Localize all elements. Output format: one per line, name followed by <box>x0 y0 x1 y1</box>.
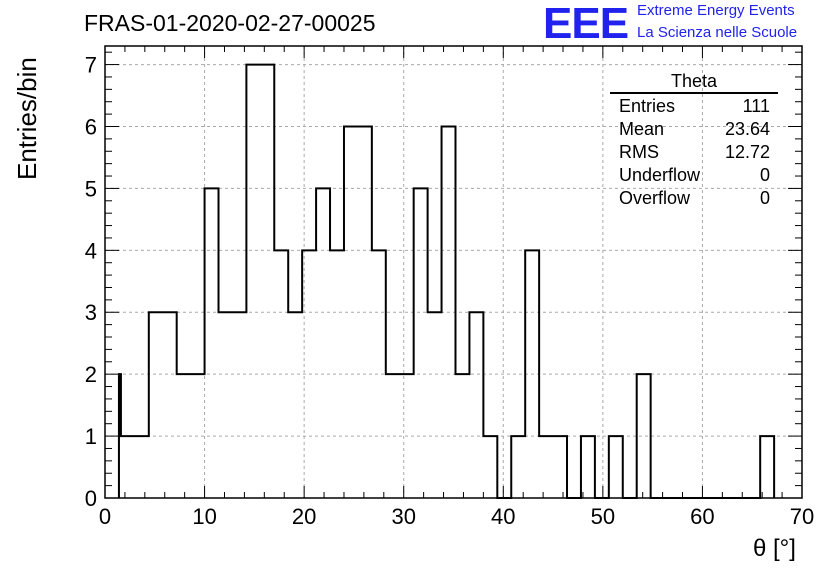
y-tick-label: 0 <box>85 486 97 511</box>
stats-label: Overflow <box>619 188 691 208</box>
stats-label: Entries <box>619 96 676 116</box>
stats-label: RMS <box>619 142 659 162</box>
y-tick-label: 4 <box>85 238 97 263</box>
stats-row-entries: Entries 111 <box>610 95 778 118</box>
stats-row-rms: RMS 12.72 <box>610 141 778 164</box>
stats-title: Theta <box>610 70 778 94</box>
y-tick-label: 7 <box>85 53 97 78</box>
x-axis-label: θ [°] <box>753 535 796 562</box>
x-tick-label: 10 <box>192 504 216 529</box>
stats-row-overflow: Overflow 0 <box>610 187 778 210</box>
x-tick-label: 60 <box>690 504 714 529</box>
stats-value: 12.72 <box>724 142 770 162</box>
y-tick-label: 6 <box>85 114 97 139</box>
stats-value: 23.64 <box>724 119 770 139</box>
stats-row-mean: Mean 23.64 <box>610 118 778 141</box>
chart-title: FRAS-01-2020-02-27-00025 <box>84 10 376 36</box>
x-tick-label: 50 <box>591 504 615 529</box>
y-axis-label: Entries/bin <box>12 57 42 180</box>
x-tick-label: 20 <box>292 504 316 529</box>
logo-line-2: La Scienza nelle Scuole <box>637 24 798 41</box>
plot-frame <box>104 45 803 499</box>
stats-row-underflow: Underflow 0 <box>610 164 778 187</box>
y-tick-label: 3 <box>85 300 97 325</box>
stats-value: 0 <box>759 188 770 208</box>
y-tick-label: 2 <box>85 362 97 387</box>
x-tick-label: 40 <box>491 504 515 529</box>
y-tick-label: 1 <box>85 424 97 449</box>
y-tick-label: 5 <box>85 176 97 201</box>
stats-label: Underflow <box>619 165 701 185</box>
x-tick-label: 30 <box>391 504 415 529</box>
x-tick-label: 70 <box>790 504 814 529</box>
x-tick-label: 0 <box>99 504 111 529</box>
stats-box: Theta Entries 111 Mean 23.64 RMS 12.72 U… <box>610 70 778 210</box>
eee-logo: EEE <box>543 0 629 48</box>
logo-line-1: Extreme Energy Events <box>637 2 795 19</box>
stats-value: 0 <box>759 165 770 185</box>
stats-value: 111 <box>742 96 770 116</box>
stats-label: Mean <box>619 119 665 139</box>
